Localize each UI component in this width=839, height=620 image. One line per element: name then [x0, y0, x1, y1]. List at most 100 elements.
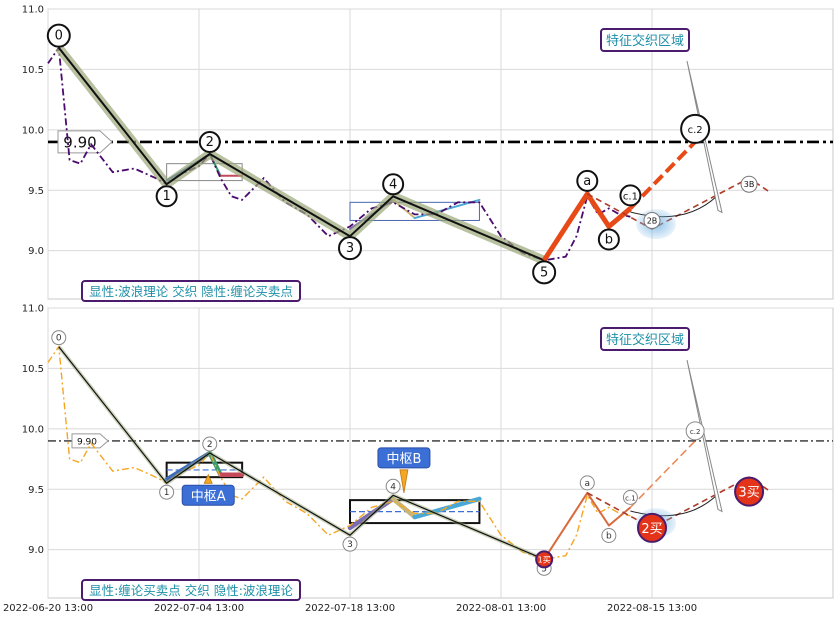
- top-wave-marker-label: 0: [55, 29, 63, 44]
- bottom-abc-marker-label: b: [606, 532, 612, 542]
- bottom-zhongshu-tag: [377, 447, 431, 469]
- bottom-wave-marker-circle: [159, 484, 175, 500]
- bot-ytick-label: 10.5: [22, 364, 44, 375]
- bottom-legend-text: 显性:缠论买卖点 交织 隐性:波浪理论: [89, 583, 293, 598]
- x-tick-label: 2022-08-01 13:00: [456, 603, 546, 614]
- bottom-annotation-box: 特征交织区域: [600, 327, 690, 351]
- bottom-buy-marker-circle: [734, 476, 765, 507]
- top-markers: 0 1 2 3 4 5 a b c.1 c.2 2B 3B: [46, 23, 758, 285]
- bot-wave-line: [58, 346, 545, 560]
- top-y-ticks: 11.0 10.5 10.0 9.5 9.0: [22, 5, 44, 258]
- top-abc-marker-label: c.1: [623, 191, 638, 202]
- bottom-wave-marker-label: 0: [56, 334, 62, 344]
- top-panel: 11.0 10.5 10.0 9.5 9.0 9.90 0 1 2 3 4 5 a b c.1 c.2 2B…: [22, 5, 834, 302]
- top-wave-marker-circle: [198, 131, 221, 153]
- top-abc-marker-label: c.2: [688, 125, 703, 136]
- bottom-zhongshu-tag-label: 中枢B: [386, 452, 421, 467]
- top-grid: [47, 8, 833, 299]
- top-wave-marker-label: 3: [346, 241, 354, 256]
- bot-ytick-label: 10.0: [22, 424, 44, 435]
- top-wave-marker-circle: [532, 260, 557, 285]
- top-wave-marker-label: 2: [206, 135, 214, 150]
- top-legend-text: 显性:波浪理论 交织 隐性:缠论买卖点: [89, 284, 293, 299]
- bottom-abc-marker-circle: [622, 489, 638, 505]
- top-wave-lines: [55, 44, 546, 265]
- top-ytick-label: 9.5: [28, 186, 44, 197]
- bottom-abc-marker-circle: [685, 421, 705, 441]
- bottom-legend-frame: [81, 579, 301, 601]
- bottom-abc-marker-label: a: [585, 479, 591, 489]
- top-legend-box: 显性:波浪理论 交织 隐性:缠论买卖点: [81, 280, 301, 302]
- bottom-buy-marker-circle: [535, 550, 554, 569]
- bottom-zhongshu-arrow: [203, 473, 213, 484]
- bot-ytick-label: 9.0: [28, 545, 44, 556]
- bottom-markers: 0 1 2 3 4 5 a b c.1 c.2 1买 2买 3买 中枢A 中枢B: [51, 330, 765, 576]
- x-tick-label: 2022-07-18 13:00: [305, 603, 395, 614]
- top-buy-marker-circle: [643, 211, 661, 229]
- top-ytick-label: 9.0: [28, 246, 44, 257]
- bottom-panel: 11.0 10.5 10.0 9.5 9.0 9.90 0 1 2 3 4 5 a b c.1 c.2 1买…: [22, 304, 834, 601]
- bottom-zhongshu-tag-label: 中枢A: [191, 489, 226, 504]
- bottom-grid: [47, 307, 833, 598]
- bottom-wave-marker-label: 2: [207, 440, 213, 450]
- top-level-tag: [57, 130, 113, 154]
- top-wave-marker-circle: [155, 185, 178, 208]
- top-abc-marker-circle: [576, 169, 599, 192]
- bottom-legend-box: 显性:缠论买卖点 交织 隐性:波浪理论: [81, 579, 301, 601]
- x-tick-label: 2022-07-04 13:00: [154, 603, 244, 614]
- bottom-wave-marker-label: 5: [541, 564, 547, 574]
- top-legend-frame: [81, 280, 301, 302]
- top-wave-marker-label: 5: [540, 265, 548, 280]
- top-annotation-box: 特征交织区域: [600, 28, 690, 52]
- top-abc-line: [542, 191, 633, 262]
- bottom-wave-marker-circle: [202, 436, 218, 452]
- bot-level-label: 9.90: [77, 437, 97, 447]
- bot-abc-line: [543, 491, 632, 560]
- top-abc-marker-label: a: [583, 174, 591, 189]
- bot-level-tag: [71, 433, 109, 449]
- bot-ytick-label: 11.0: [22, 304, 44, 315]
- bottom-plot-area: [47, 307, 834, 599]
- x-axis-ticks: 2022-06-20 13:00 2022-07-04 13:00 2022-07-…: [3, 603, 697, 614]
- top-abc-marker-circle: [597, 228, 620, 251]
- bottom-annotation-text: 特征交织区域: [606, 332, 684, 348]
- bottom-abc-marker-circle: [601, 528, 617, 543]
- bottom-wave-marker-circle: [385, 478, 401, 494]
- bottom-buy-marker-label: 2买: [641, 522, 662, 537]
- top-ytick-label: 11.0: [22, 5, 44, 16]
- bottom-wave-marker-label: 3: [347, 540, 353, 550]
- bottom-buy-marker-label: 3买: [738, 486, 759, 501]
- bottom-abc-marker-label: c.2: [690, 428, 701, 436]
- top-annotation-text: 特征交织区域: [606, 33, 684, 49]
- top-ytick-label: 10.0: [22, 125, 44, 136]
- top-wave-marker-circle: [338, 236, 362, 261]
- top-plot-area: [47, 8, 834, 300]
- top-buy-marker-label: 3B: [744, 180, 755, 189]
- top-wave-marker-circle: [46, 23, 71, 48]
- top-abc-marker-label: b: [605, 233, 613, 248]
- bot-abc-projection: [629, 440, 696, 508]
- bottom-buy-marker-circle: [637, 512, 667, 543]
- bottom-abc-marker-label: c.1: [625, 494, 636, 502]
- top-buy-marker-label: 2B: [647, 216, 658, 225]
- bottom-wave-lines: [57, 345, 545, 562]
- bottom-abc-marker-circle: [579, 475, 595, 491]
- top-abc-marker-circle: [680, 113, 711, 144]
- top-abc-projection: [628, 140, 697, 210]
- bot-ytick-label: 9.5: [28, 485, 44, 496]
- top-ytick-label: 10.5: [22, 65, 44, 76]
- bottom-buy-marker-label: 1买: [538, 555, 551, 564]
- top-wave-line: [58, 47, 545, 262]
- bottom-level-line: 9.90: [48, 433, 833, 449]
- top-abc-marker-circle: [619, 184, 642, 207]
- bottom-zhongshu-arrow: [399, 469, 409, 493]
- top-wave-marker-circle: [382, 173, 405, 196]
- bottom-annotation-frame: [600, 327, 690, 351]
- top-buy-marker-circle: [740, 175, 758, 193]
- bottom-wave-marker-label: 4: [390, 482, 396, 492]
- bottom-wave-marker-label: 1: [164, 488, 170, 498]
- x-tick-label: 2022-08-15 13:00: [607, 603, 697, 614]
- bottom-zhongshu-tag: [181, 484, 235, 506]
- top-wave-marker-label: 4: [389, 177, 397, 192]
